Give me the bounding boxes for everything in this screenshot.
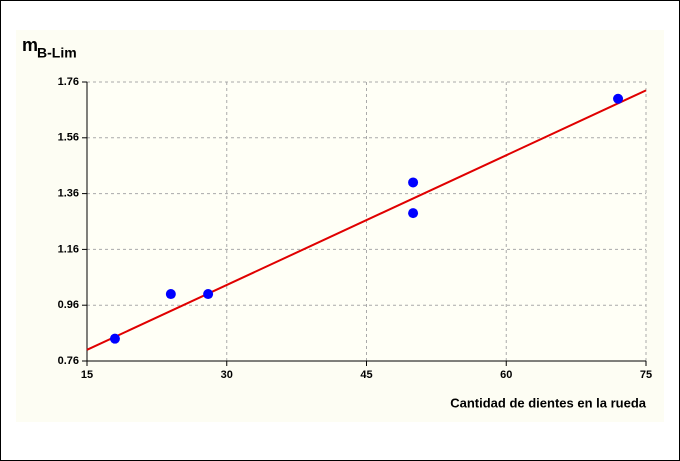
x-tick-label: 75 bbox=[640, 369, 652, 381]
y-tick-label: 0.76 bbox=[58, 355, 79, 367]
point bbox=[203, 289, 214, 300]
point bbox=[408, 177, 419, 188]
x-tick-label: 15 bbox=[81, 369, 93, 381]
y-tick-label: 1.76 bbox=[58, 76, 79, 88]
x-tick-label: 45 bbox=[360, 369, 372, 381]
y-tick-label: 1.16 bbox=[58, 243, 79, 255]
point bbox=[408, 208, 419, 219]
y-tick-label: 1.56 bbox=[58, 132, 79, 144]
y-tick-label: 1.36 bbox=[58, 188, 79, 200]
x-tick-label: 60 bbox=[500, 369, 512, 381]
y-label-sub: B-Lim bbox=[37, 45, 77, 61]
point bbox=[109, 333, 120, 344]
point bbox=[165, 289, 176, 300]
x-tick-label: 30 bbox=[221, 369, 233, 381]
fit-line bbox=[86, 89, 647, 351]
x-label: Cantidad de dientes en la rueda bbox=[450, 395, 647, 410]
y-tick-label: 0.96 bbox=[58, 299, 79, 311]
point bbox=[613, 93, 624, 104]
y-label: m bbox=[22, 35, 38, 55]
